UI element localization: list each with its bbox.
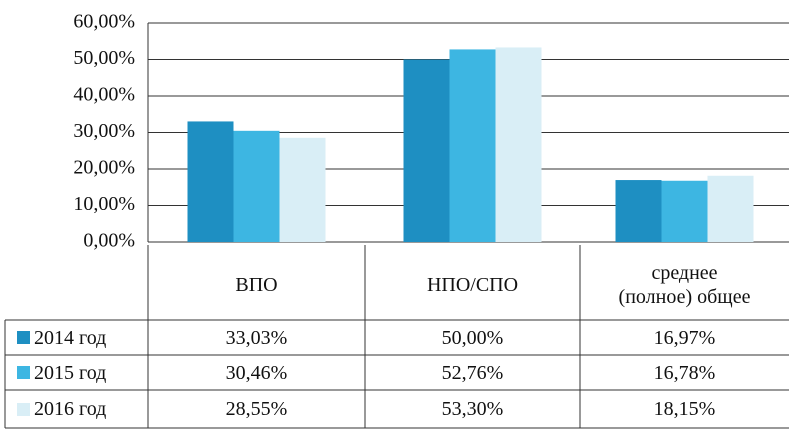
legend-label: 2014 год <box>34 326 107 349</box>
y-tick-label: 10,00% <box>73 193 135 215</box>
bar <box>661 180 708 242</box>
table-value: 50,00% <box>441 326 504 349</box>
category-label: НПО/СПО <box>426 273 519 296</box>
table-value: 52,76% <box>441 361 504 384</box>
y-tick-label: 60,00% <box>73 11 135 33</box>
y-tick-label: 20,00% <box>73 157 135 179</box>
bar <box>615 180 662 242</box>
table-value: 16,78% <box>653 361 716 384</box>
bar <box>403 59 450 242</box>
bar <box>233 130 280 242</box>
table-value: 53,30% <box>441 398 504 420</box>
bar <box>495 47 542 242</box>
bar <box>449 49 496 243</box>
table-value: 16,97% <box>653 326 716 349</box>
table-value: 28,55% <box>225 398 288 420</box>
legend-swatch <box>17 331 30 344</box>
category-label: среднее (полное) общее <box>618 261 751 308</box>
y-tick-label: 0,00% <box>83 230 135 252</box>
legend-entry: 2015 год <box>5 355 148 390</box>
bar <box>707 175 754 242</box>
bar <box>187 121 234 242</box>
bar <box>279 137 326 242</box>
legend-entry: 2016 год <box>5 390 148 428</box>
y-tick-label: 30,00% <box>73 120 135 142</box>
y-tick-label: 40,00% <box>73 84 135 106</box>
table-value: 30,46% <box>225 361 288 384</box>
category-label: ВПО <box>235 273 278 296</box>
legend-swatch <box>17 402 30 416</box>
table-value: 33,03% <box>225 326 288 349</box>
legend-entry: 2014 год <box>5 320 148 355</box>
legend-label: 2016 год <box>34 398 107 420</box>
legend-label: 2015 год <box>34 361 107 384</box>
legend-swatch <box>17 366 30 379</box>
table-value: 18,15% <box>653 398 716 420</box>
y-tick-label: 50,00% <box>73 47 135 69</box>
